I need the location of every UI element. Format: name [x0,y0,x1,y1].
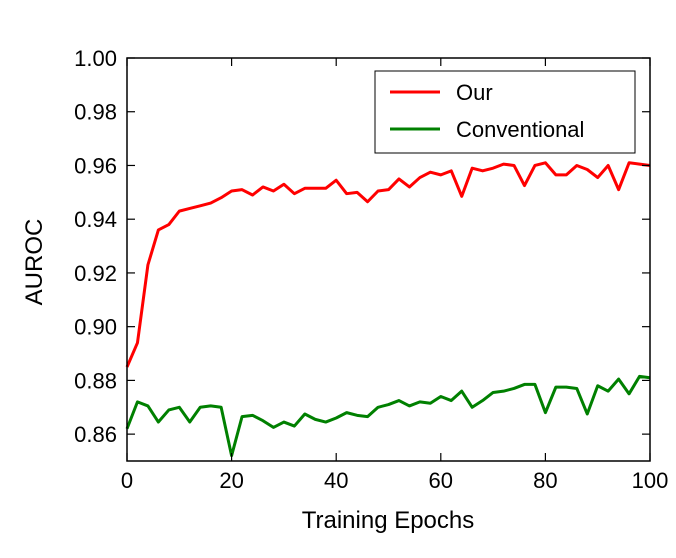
x-tick-label: 60 [429,468,453,493]
plot-lines [125,161,651,458]
x-tick-label: 40 [324,468,348,493]
x-tick-label: 20 [219,468,243,493]
y-tick-label: 0.90 [74,315,117,340]
y-tick-label: 0.88 [74,368,117,393]
axis-tick-labels: 0 20 40 60 80 100 0.86 0.88 0.90 0.92 0.94 0.96 0.98… [74,46,668,493]
series-line-our [125,161,651,368]
y-tick-label: 0.86 [74,422,117,447]
x-tick-label: 0 [121,468,133,493]
legend-label-our: Our [456,80,493,105]
y-tick-label: 0.98 [74,100,117,125]
x-axis-title: Training Epochs [302,507,475,534]
y-tick-label: 0.94 [74,207,117,232]
legend: Our Conventional [374,70,636,154]
x-tick-label: 80 [533,468,557,493]
y-tick-label: 0.92 [74,261,117,286]
y-axis-title: AUROC [21,219,48,306]
x-tick-label: 100 [632,468,669,493]
y-tick-label: 0.96 [74,153,117,178]
legend-label-conventional: Conventional [456,117,584,142]
series-line-conventional [125,374,651,458]
legend-frame [374,70,636,154]
y-tick-label: 1.00 [74,46,117,71]
axis-ticks [126,57,651,461]
plot-frame [126,57,651,462]
